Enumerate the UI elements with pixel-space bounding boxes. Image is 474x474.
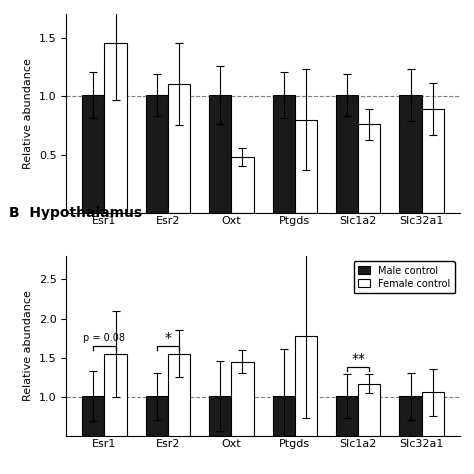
Bar xyxy=(209,95,231,213)
Bar xyxy=(336,95,358,213)
Bar xyxy=(295,119,317,213)
Bar xyxy=(358,383,381,474)
Bar xyxy=(168,354,190,474)
Bar xyxy=(231,362,254,474)
Bar xyxy=(400,95,422,213)
Bar xyxy=(146,396,168,474)
Bar xyxy=(273,95,295,213)
Bar xyxy=(336,396,358,474)
Y-axis label: Relative abundance: Relative abundance xyxy=(23,291,33,401)
Text: B  Hypothalamus: B Hypothalamus xyxy=(9,206,143,220)
Bar xyxy=(104,44,127,213)
Legend: Male control, Female control: Male control, Female control xyxy=(354,261,455,293)
Text: **: ** xyxy=(351,352,365,366)
Bar xyxy=(209,396,231,474)
Bar xyxy=(273,396,295,474)
Bar xyxy=(168,84,190,213)
Bar xyxy=(104,354,127,474)
Text: p = 0.08: p = 0.08 xyxy=(83,333,126,343)
Text: *: * xyxy=(164,331,172,345)
Bar xyxy=(82,396,104,474)
Bar xyxy=(422,109,444,213)
Y-axis label: Relative abundance: Relative abundance xyxy=(23,58,34,169)
Bar xyxy=(358,124,381,213)
Bar xyxy=(231,157,254,213)
Bar xyxy=(295,336,317,474)
Bar xyxy=(82,95,104,213)
Bar xyxy=(146,95,168,213)
Bar xyxy=(400,396,422,474)
Bar xyxy=(422,392,444,474)
